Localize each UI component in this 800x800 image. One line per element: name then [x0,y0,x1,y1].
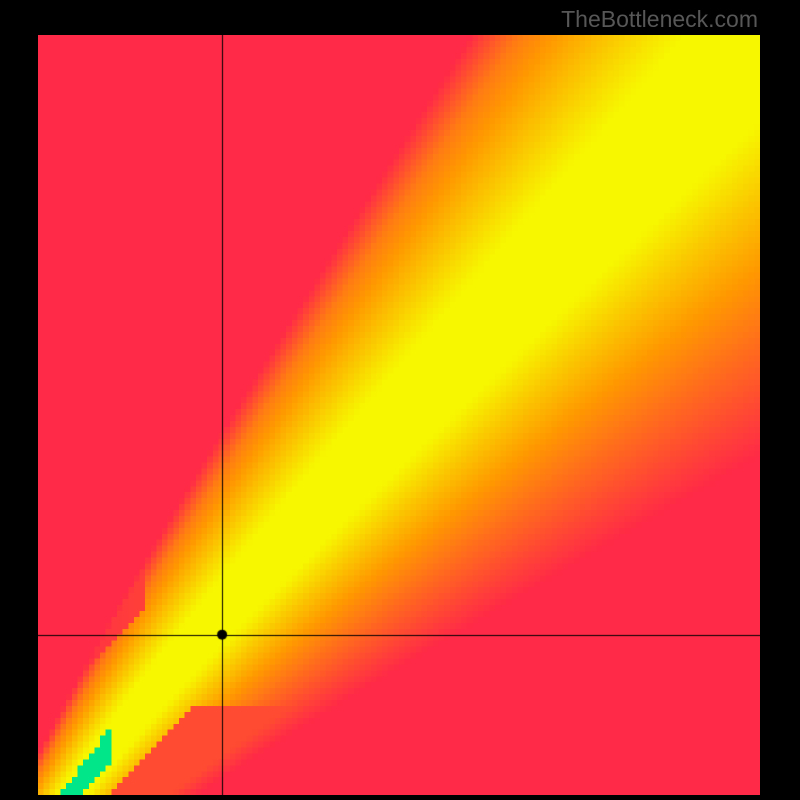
watermark-text: TheBottleneck.com [561,6,758,33]
crosshair-overlay [38,35,760,795]
